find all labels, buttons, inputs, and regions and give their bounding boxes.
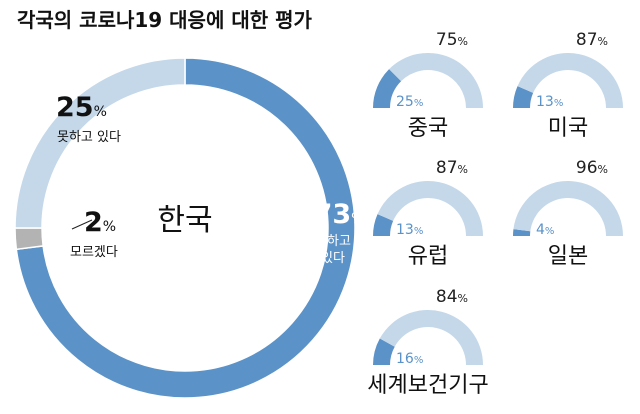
gauge-high-value: 87% bbox=[436, 158, 468, 178]
donut-center-label: 한국 bbox=[157, 203, 212, 238]
gauge-high-arc bbox=[379, 310, 483, 365]
gauge-high-arc bbox=[389, 53, 483, 108]
donut-slice-2 bbox=[14, 57, 186, 229]
gauge-group: 75% 25% 중국 87% 13% 미국 87% 13% 유럽 96% 4% 일본 84% 16% 세계보… bbox=[367, 30, 623, 398]
gauge-2: 87% 13% 유럽 bbox=[373, 158, 483, 269]
slice-bad-value: 25% bbox=[56, 92, 107, 123]
donut-slice-0 bbox=[15, 57, 356, 399]
gauge-name: 세계보건기구 bbox=[367, 373, 488, 398]
gauge-high-arc bbox=[513, 181, 623, 236]
gauge-name: 일본 bbox=[548, 244, 588, 269]
gauge-name: 중국 bbox=[408, 116, 448, 141]
gauge-high-value: 75% bbox=[436, 30, 468, 50]
slice-unknown-leader bbox=[71, 219, 93, 230]
gauge-high-value: 96% bbox=[576, 158, 608, 178]
slice-good-label-1: 있다 bbox=[321, 251, 345, 266]
gauge-low-value: 25% bbox=[396, 94, 423, 110]
donut-slice-1 bbox=[14, 227, 44, 251]
gauge-low-value: 4% bbox=[536, 222, 554, 238]
slice-bad-label-0: 못하고 있다 bbox=[57, 130, 121, 145]
slice-unknown-label-0: 모르겠다 bbox=[70, 245, 118, 260]
gauge-low-arc bbox=[373, 338, 395, 365]
gauge-4: 84% 16% 세계보건기구 bbox=[367, 287, 488, 398]
gauge-0: 75% 25% 중국 bbox=[373, 30, 483, 141]
chart-title: 각국의 코로나19 대응에 대한 평가 bbox=[17, 8, 312, 32]
gauge-low-value: 13% bbox=[536, 94, 563, 110]
gauge-low-value: 16% bbox=[396, 351, 423, 367]
gauge-low-arc bbox=[513, 229, 531, 236]
gauge-high-arc bbox=[377, 181, 483, 236]
slice-unknown-value: 2% bbox=[84, 207, 116, 238]
gauge-low-arc bbox=[513, 86, 534, 108]
gauge-name: 미국 bbox=[548, 116, 588, 141]
gauge-name: 유럽 bbox=[408, 244, 448, 269]
gauge-3: 96% 4% 일본 bbox=[513, 158, 623, 269]
gauge-low-arc bbox=[373, 69, 402, 108]
gauge-low-arc bbox=[373, 214, 394, 236]
slice-good-label-0: 잘하고 bbox=[315, 234, 351, 249]
gauge-low-value: 13% bbox=[396, 222, 423, 238]
slice-good-value: 73% bbox=[314, 199, 365, 230]
gauge-high-arc bbox=[517, 53, 623, 108]
gauge-high-value: 87% bbox=[576, 30, 608, 50]
gauge-high-value: 84% bbox=[436, 287, 468, 307]
gauge-1: 87% 13% 미국 bbox=[513, 30, 623, 141]
